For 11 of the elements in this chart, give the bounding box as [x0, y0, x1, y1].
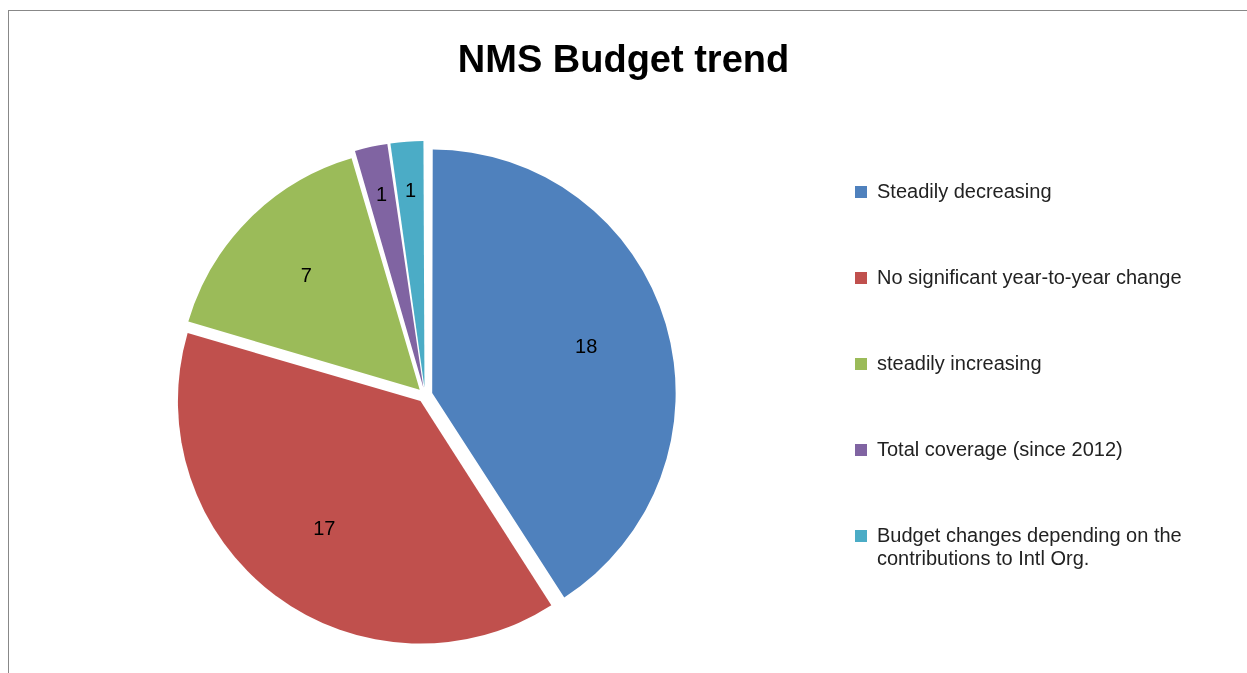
- data-label: 18: [575, 335, 598, 358]
- legend-label: Total coverage (since 2012): [877, 438, 1123, 461]
- data-label: 1: [404, 179, 417, 202]
- legend-label: No significant year-to-year change: [877, 266, 1182, 289]
- legend-label: steadily increasing: [877, 352, 1042, 375]
- data-label: 1: [376, 183, 388, 206]
- data-label: 17: [313, 517, 336, 540]
- chart-title: NMS Budget trend: [456, 38, 791, 81]
- legend-label: Steadily decreasing: [877, 180, 1052, 203]
- legend-label: Budget changes depending on the contributions to Intl Org.: [877, 524, 1183, 570]
- data-label: 7: [300, 263, 312, 286]
